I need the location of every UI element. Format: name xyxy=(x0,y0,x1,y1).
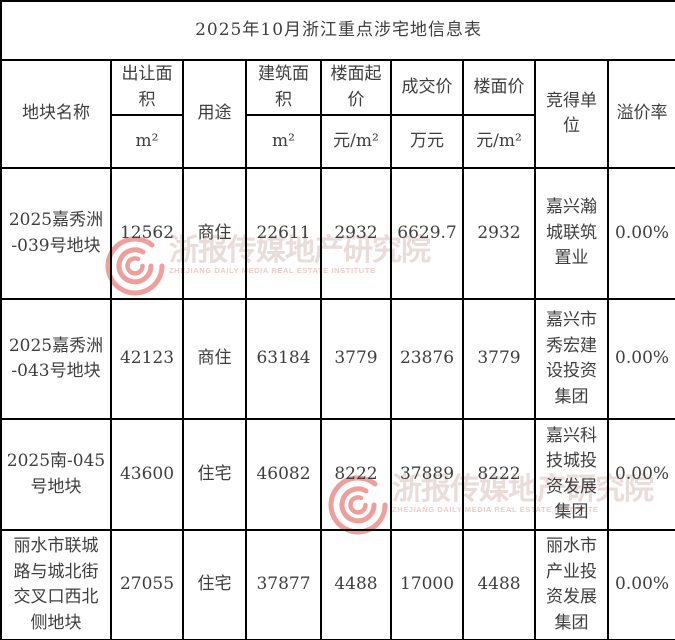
header-row-units: m² m² 元/m² 万元 元/m² xyxy=(1,114,675,169)
title-row: 2025年10月浙江重点涉宅地信息表 xyxy=(0,0,675,61)
unit-floor-price: 元/m² xyxy=(462,114,536,169)
cell-plot-name: 2025南-045 号地块 xyxy=(0,418,112,531)
cell-use: 商住 xyxy=(182,298,247,420)
cell-floor-start-price: 8222 xyxy=(320,418,392,531)
cell-floor-start-price: 3779 xyxy=(320,298,392,420)
cell-plot-name: 2025嘉秀洲 -039号地块 xyxy=(0,167,112,300)
cell-floor-start-price: 2932 xyxy=(320,167,392,300)
col-header-floor-price: 楼面价 xyxy=(462,59,536,116)
header-row-1: 地块名称 出让面 积 用途 建筑面 积 楼面起 价 成交价 楼面价 竞得单 位 … xyxy=(0,59,675,169)
cell-sell-area: 43600 xyxy=(110,418,184,531)
cell-build-area: 63184 xyxy=(245,298,322,420)
cell-sell-area: 27055 xyxy=(110,529,184,640)
cell-floor-start-price: 4488 xyxy=(320,529,392,640)
cell-winner: 丽水市 产业投 资发展 集团 xyxy=(534,529,609,640)
col-header-premium-rate: 溢价率 xyxy=(606,59,675,169)
col-header-winner: 竞得单 位 xyxy=(534,59,609,169)
cell-winner: 嘉兴科 技城投 资发展 集团 xyxy=(534,418,609,531)
table-row: 丽水市联城 路与城北街 交叉口西北 侧地块 27055 住宅 37877 448… xyxy=(0,529,675,640)
cell-floor-price: 3779 xyxy=(462,298,536,420)
cell-sell-area: 42123 xyxy=(110,298,184,420)
cell-deal-price: 23876 xyxy=(390,298,464,420)
cell-sell-area: 12562 xyxy=(110,167,184,300)
unit-floor-start-price: 元/m² xyxy=(320,114,392,169)
cell-floor-price: 4488 xyxy=(462,529,536,640)
cell-winner: 嘉兴瀚 城联筑 置业 xyxy=(534,167,609,300)
cell-plot-name: 2025嘉秀洲 -043号地块 xyxy=(0,298,112,420)
cell-premium-rate: 0.00% xyxy=(606,298,675,420)
cell-floor-price: 2932 xyxy=(462,167,536,300)
unit-build-area: m² xyxy=(245,114,322,169)
col-header-sell-area: 出让面 积 xyxy=(110,59,184,116)
cell-build-area: 46082 xyxy=(245,418,322,531)
cell-winner: 嘉兴市 秀宏建 设投资 集团 xyxy=(534,298,609,420)
cell-deal-price: 37889 xyxy=(390,418,464,531)
unit-sell-area: m² xyxy=(110,114,184,169)
cell-build-area: 37877 xyxy=(245,529,322,640)
cell-premium-rate: 0.00% xyxy=(606,529,675,640)
cell-plot-name: 丽水市联城 路与城北街 交叉口西北 侧地块 xyxy=(0,529,112,640)
cell-deal-price: 6629.7 xyxy=(390,167,464,300)
table-row: 2025嘉秀洲 -043号地块 42123 商住 63184 3779 2387… xyxy=(0,298,675,420)
cell-floor-price: 8222 xyxy=(462,418,536,531)
col-header-plot-name: 地块名称 xyxy=(0,59,112,169)
cell-deal-price: 17000 xyxy=(390,529,464,640)
col-header-build-area: 建筑面 积 xyxy=(245,59,322,116)
table-row: 2025嘉秀洲 -039号地块 12562 商住 22611 2932 6629… xyxy=(0,167,675,300)
cell-premium-rate: 0.00% xyxy=(606,167,675,300)
cell-build-area: 22611 xyxy=(245,167,322,300)
table-row: 2025南-045 号地块 43600 住宅 46082 8222 37889 … xyxy=(0,418,675,531)
cell-use: 住宅 xyxy=(182,418,247,531)
cell-use: 住宅 xyxy=(182,529,247,640)
col-header-use: 用途 xyxy=(182,59,247,169)
page-title: 2025年10月浙江重点涉宅地信息表 xyxy=(0,0,675,61)
cell-premium-rate: 0.00% xyxy=(606,418,675,531)
col-header-floor-start-price: 楼面起 价 xyxy=(320,59,392,116)
unit-deal-price: 万元 xyxy=(390,114,464,169)
col-header-deal-price: 成交价 xyxy=(390,59,464,116)
cell-use: 商住 xyxy=(182,167,247,300)
